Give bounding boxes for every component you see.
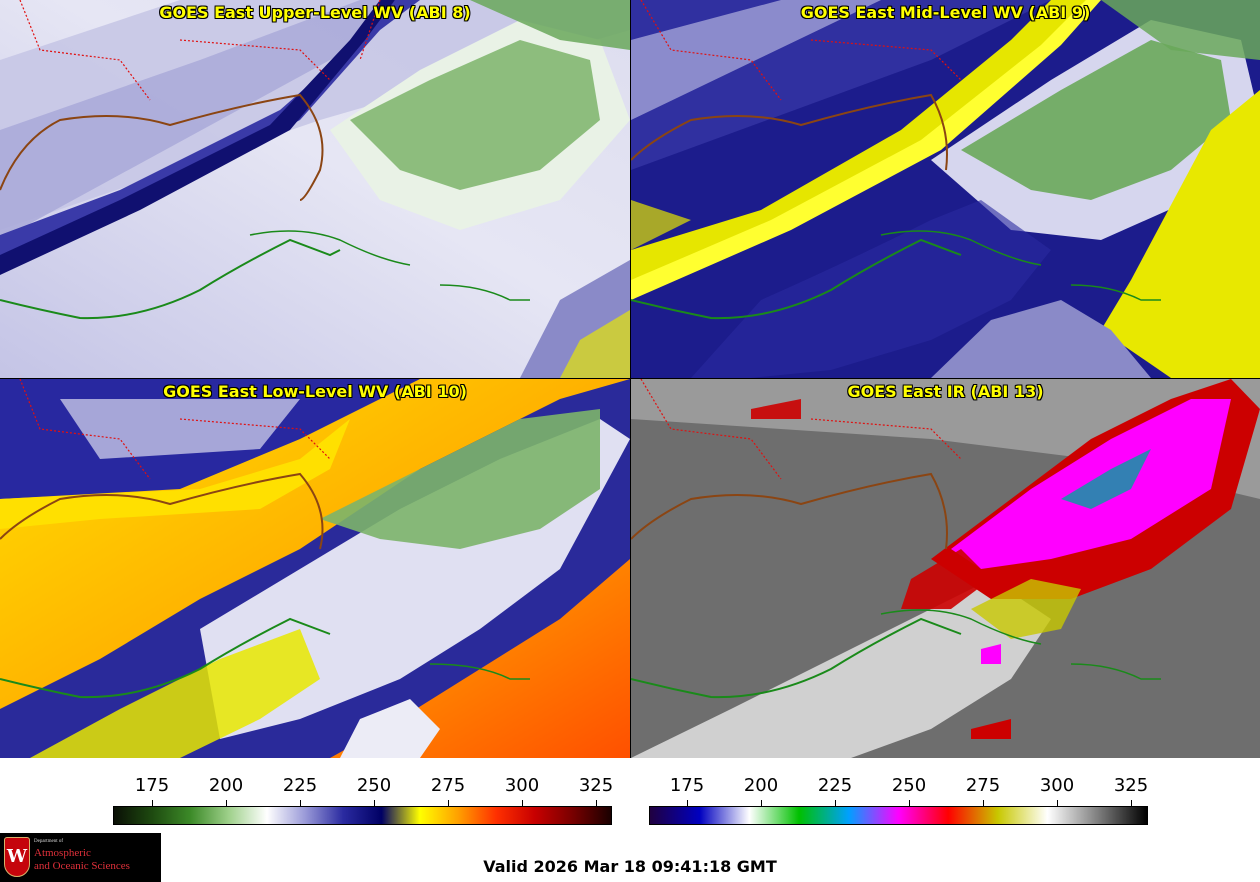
valid-time: Valid 2026 Mar 18 09:41:18 GMT <box>483 857 777 876</box>
colorbar-tick-label: 250 <box>891 775 927 796</box>
colorbar-tick-mark <box>522 800 523 806</box>
colorbar-tick-mark <box>1057 800 1058 806</box>
upper-level-wv-image <box>0 0 630 378</box>
colorbar-gradient <box>649 806 1148 825</box>
colorbar-tick-label: 200 <box>208 775 244 796</box>
colorbar-tick-mark <box>300 800 301 806</box>
colorbar-tick-label: 225 <box>282 775 318 796</box>
colorbar-tick-mark <box>835 800 836 806</box>
colorbar-tick-label: 175 <box>134 775 170 796</box>
ir-panel: GOES East IR (ABI 13) <box>631 379 1260 758</box>
logo-dept: Department of <box>34 839 64 844</box>
colorbar-tick-mark <box>374 800 375 806</box>
mid-level-wv-panel: GOES East Mid-Level WV (ABI 9) <box>631 0 1260 378</box>
colorbar-tick-mark <box>909 800 910 806</box>
colorbar-tick-mark <box>761 800 762 806</box>
logo-line2: and Oceanic Sciences <box>34 860 130 872</box>
colorbar-tick-label: 225 <box>817 775 853 796</box>
uw-crest-icon: W <box>4 837 30 877</box>
colorbar-tick-mark <box>1131 800 1132 806</box>
colorbar-tick-label: 250 <box>356 775 392 796</box>
colorbar-tick-label: 275 <box>965 775 1001 796</box>
colorbar-tick-label: 325 <box>1113 775 1149 796</box>
colorbar-tick-mark <box>448 800 449 806</box>
colorbar-tick-mark <box>596 800 597 806</box>
mid-level-wv-image <box>631 0 1260 378</box>
colorbar-tick-mark <box>226 800 227 806</box>
colorbar-tick-label: 300 <box>504 775 540 796</box>
colorbar-tick-label: 325 <box>578 775 614 796</box>
aos-logo: W Department of Atmospheric and Oceanic … <box>0 833 161 882</box>
colorbar-tick-label: 175 <box>669 775 705 796</box>
upper-level-wv-panel: GOES East Upper-Level WV (ABI 8) <box>0 0 630 378</box>
low-level-wv-panel: GOES East Low-Level WV (ABI 10) <box>0 379 630 758</box>
ir-image <box>631 379 1260 758</box>
colorbar-tick-mark <box>687 800 688 806</box>
colorbar-tick-label: 300 <box>1039 775 1075 796</box>
panel-divider-vertical <box>630 0 631 758</box>
colorbar-gradient <box>113 806 612 825</box>
colorbar-tick-label: 275 <box>430 775 466 796</box>
logo-line1: Atmospheric <box>34 847 91 859</box>
low-level-wv-image <box>0 379 630 758</box>
panel-divider-horizontal <box>0 378 1260 379</box>
colorbar-tick-mark <box>983 800 984 806</box>
colorbar-tick-mark <box>152 800 153 806</box>
colorbar-tick-label: 200 <box>743 775 779 796</box>
